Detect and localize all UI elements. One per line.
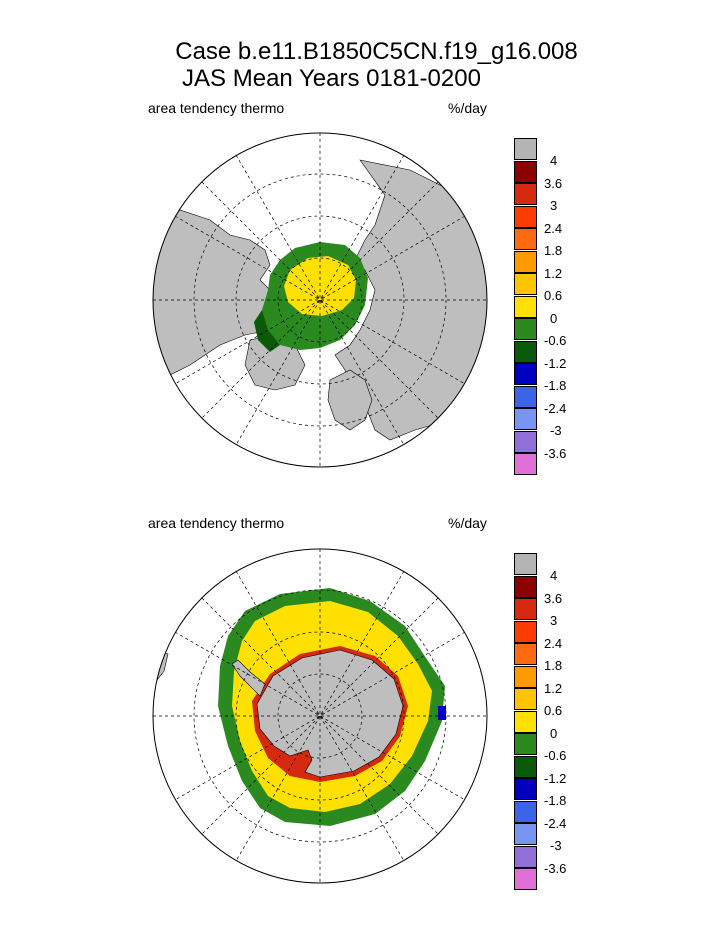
panel-south-left-label: area tendency thermo [148, 515, 285, 531]
south-colorbar-swatch [514, 778, 537, 800]
south-colorbar-tick: 3.6 [544, 591, 563, 606]
panel-north-units-label: %/day [448, 100, 487, 116]
south-colorbar-swatch [514, 598, 537, 620]
north-colorbar-swatch [514, 205, 537, 228]
north-colorbar-swatch [514, 318, 537, 340]
south-land-antarctica [256, 649, 404, 778]
north-colorbar-swatch [514, 340, 537, 363]
south-colorbar-tick: -3 [550, 838, 562, 853]
south-colorbar-tick: -1.2 [544, 771, 567, 786]
north-colorbar-tick: 0.6 [544, 288, 563, 303]
north-colorbar-tick: 4 [550, 153, 558, 168]
south-colorbar-swatch [514, 575, 537, 598]
north-colorbar-tick: 1.2 [544, 266, 563, 281]
plot-title-line2: JAS Mean Years 0181-0200 [182, 65, 481, 92]
north-colorbar-swatch [514, 138, 537, 160]
south-colorbar-swatch [514, 665, 537, 688]
south-colorbar-tick: -3.6 [544, 861, 567, 876]
north-colorbar-tick: -3.6 [544, 446, 567, 461]
north-colorbar-tick: -1.8 [544, 378, 567, 393]
north-colorbar-swatch [514, 183, 537, 205]
south-colorbar-tick: 4 [550, 568, 558, 583]
north-colorbar-swatch [514, 160, 537, 183]
north-polar-map [152, 132, 488, 468]
north-colorbar-swatch [514, 385, 537, 408]
south-colorbar-swatch [514, 620, 537, 643]
north-colorbar-swatch [514, 408, 537, 430]
north-graticule [153, 133, 487, 467]
south-graticule [153, 549, 487, 883]
north-colorbar-swatch [514, 273, 537, 295]
north-map-border [152, 132, 488, 468]
north-colorbar-swatch [514, 453, 537, 475]
plot-title-line1: Case b.e11.B1850C5CN.f19_g16.008 [175, 38, 578, 65]
north-land-scandinavia [327, 369, 373, 431]
panel-south-units-label: %/day [448, 515, 487, 531]
north-colorbar-tick: 1.8 [544, 243, 563, 258]
north-colorbar-tick: -3 [550, 423, 562, 438]
north-colorbar-tick: -1.2 [544, 356, 567, 371]
north-colorbar-swatch [514, 295, 537, 318]
south-map-border [152, 548, 488, 884]
south-colorbar-swatch [514, 845, 537, 868]
south-colorbar-tick: 1.2 [544, 681, 563, 696]
north-colorbar-tick: 0 [550, 311, 558, 326]
north-colorbar-tick: 3.6 [544, 176, 563, 191]
south-colorbar-tick: 0 [550, 726, 558, 741]
north-colorbar-tick: -2.4 [544, 401, 567, 416]
south-colorbar-tick: 2.4 [544, 636, 563, 651]
south-colorbar-tick: -1.8 [544, 793, 567, 808]
south-colorbar-swatch [514, 755, 537, 778]
south-colorbar-swatch [514, 643, 537, 665]
north-colorbar-tick: 3 [550, 198, 558, 213]
south-colorbar-tick: 3 [550, 613, 558, 628]
north-colorbar-swatch [514, 250, 537, 273]
south-colorbar-tick: -0.6 [544, 748, 567, 763]
panel-north-left-label: area tendency thermo [148, 100, 285, 116]
south-colorbar-swatch [514, 823, 537, 845]
south-colorbar-swatch [514, 710, 537, 733]
south-colorbar-tick: -2.4 [544, 816, 567, 831]
south-polar-map [152, 548, 488, 884]
south-colorbar-swatch [514, 733, 537, 755]
south-colorbar-swatch [514, 800, 537, 823]
north-colorbar-swatch [514, 363, 537, 385]
north-colorbar-tick: -0.6 [544, 333, 567, 348]
south-colorbar-tick: 0.6 [544, 703, 563, 718]
south-ice-blue-patch [438, 706, 446, 720]
south-colorbar-swatch [514, 553, 537, 575]
north-colorbar-swatch [514, 228, 537, 250]
south-colorbar-swatch [514, 868, 537, 890]
south-colorbar-tick: 1.8 [544, 658, 563, 673]
south-colorbar-swatch [514, 688, 537, 710]
north-colorbar-swatch [514, 430, 537, 453]
north-colorbar-tick: 2.4 [544, 221, 563, 236]
